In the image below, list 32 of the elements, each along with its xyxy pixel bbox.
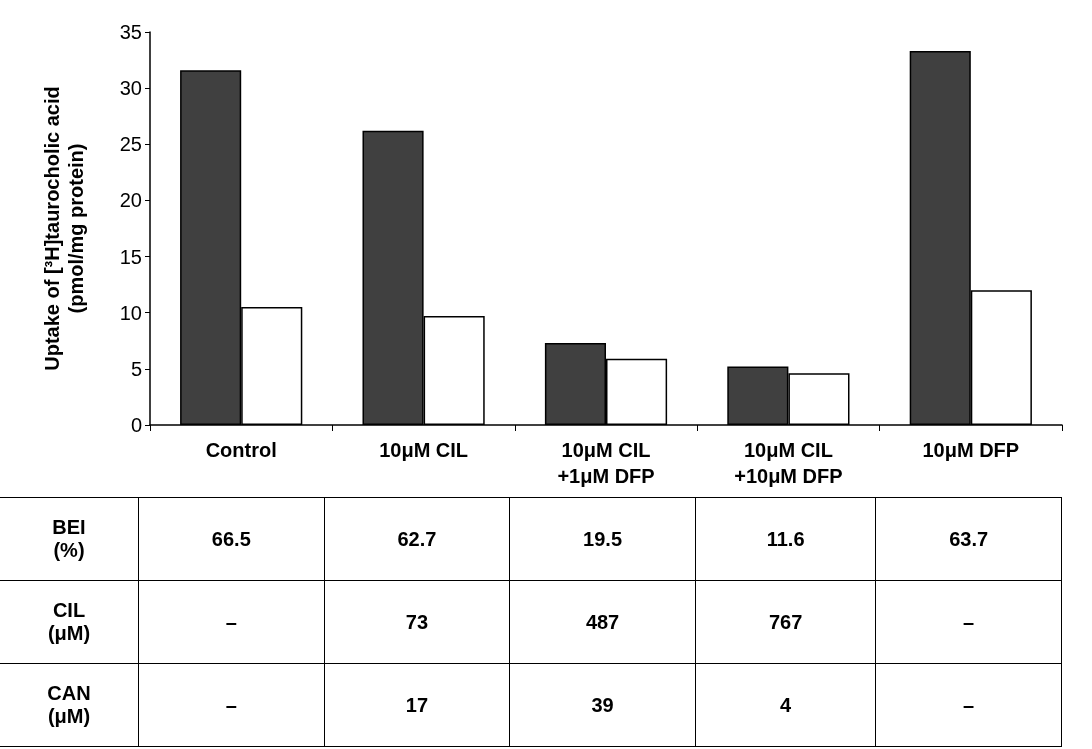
x-tick-label: 10μM CIL +10μM DFP xyxy=(734,439,843,487)
y-tick-label: 0 xyxy=(130,414,142,436)
x-tick-label: 10μM CIL +1μM DFP xyxy=(557,439,655,487)
text: – xyxy=(875,663,1062,747)
text: 4 xyxy=(695,663,876,747)
text: 17 xyxy=(324,663,510,747)
y-tick-label: 25 xyxy=(119,133,142,156)
y-tick-label: 10 xyxy=(119,301,142,324)
y-tick-label: 15 xyxy=(119,245,142,268)
text: 767 xyxy=(695,580,876,664)
text: – xyxy=(875,580,1062,664)
x-tick-label: 10μM DFP xyxy=(922,439,1020,461)
text: – xyxy=(138,580,325,664)
text: CIL (μM) xyxy=(0,580,139,664)
text: BEI (%) xyxy=(0,497,139,581)
text: 66.5 xyxy=(138,497,325,581)
y-tick-label: 5 xyxy=(130,357,142,380)
y-tick-label: 20 xyxy=(119,189,142,212)
y-axis-title: Uptake of [³H]taurocholic acid (pmol/mg protein) xyxy=(41,86,87,371)
y-tick-label: 35 xyxy=(119,21,142,43)
text: 73 xyxy=(324,580,510,664)
text: 19.5 xyxy=(509,497,696,581)
text: CAN (μM) xyxy=(0,663,139,747)
y-tick-label: 30 xyxy=(119,77,142,100)
text: 39 xyxy=(509,663,696,747)
text: 62.7 xyxy=(324,497,510,581)
x-tick-label: Control xyxy=(205,439,277,461)
text: – xyxy=(138,663,325,747)
text: 63.7 xyxy=(875,497,1062,581)
text: 11.6 xyxy=(695,497,876,581)
text: 487 xyxy=(509,580,696,664)
x-tick-label: 10μM CIL xyxy=(379,439,469,461)
